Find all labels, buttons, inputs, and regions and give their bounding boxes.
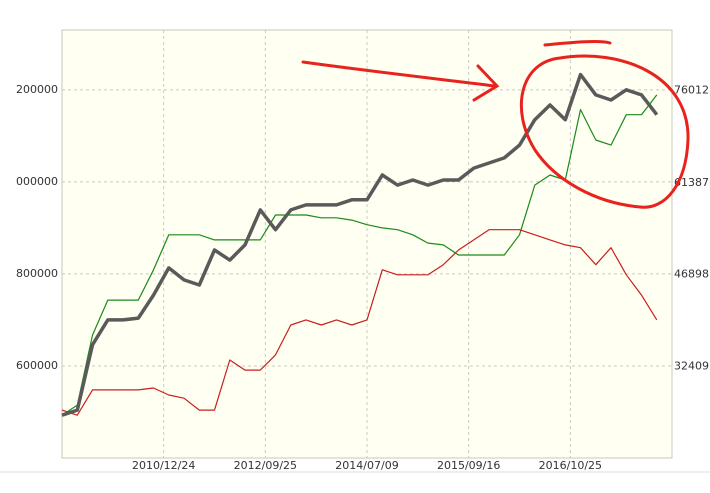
axis-labels: 200000 000000 800000 600000 76012 61387 46898 3… bbox=[16, 83, 709, 472]
y-tick-label: 800000 bbox=[16, 267, 58, 280]
x-tick-label: 2012/09/25 bbox=[234, 459, 297, 472]
y2-tick-label: 61387 bbox=[674, 176, 709, 189]
y2-tick-label: 76012 bbox=[674, 83, 709, 96]
x-tick-label: 2014/07/09 bbox=[335, 459, 398, 472]
series-line bbox=[61, 229, 658, 416]
y2-tick-label: 46898 bbox=[674, 268, 709, 281]
annotation-arrowhead bbox=[472, 64, 500, 102]
x-tick-label: 2010/12/24 bbox=[132, 459, 195, 472]
annotation-circle bbox=[519, 54, 690, 209]
x-tick-label: 2016/10/25 bbox=[539, 459, 602, 472]
plot-area bbox=[61, 29, 673, 459]
y-tick-label: 000000 bbox=[16, 175, 58, 188]
annotation bbox=[301, 40, 690, 209]
x-tick-label: 2015/09/16 bbox=[437, 459, 500, 472]
series-line bbox=[61, 72, 659, 417]
y2-tick-label: 32409 bbox=[674, 359, 709, 372]
series-lines bbox=[61, 72, 659, 417]
series-line bbox=[61, 94, 658, 416]
annotation-arrow bbox=[301, 60, 497, 88]
y-tick-label: 200000 bbox=[16, 83, 58, 96]
y-tick-label: 600000 bbox=[16, 359, 58, 372]
grid bbox=[62, 30, 672, 458]
annotation-stroke bbox=[543, 40, 612, 47]
